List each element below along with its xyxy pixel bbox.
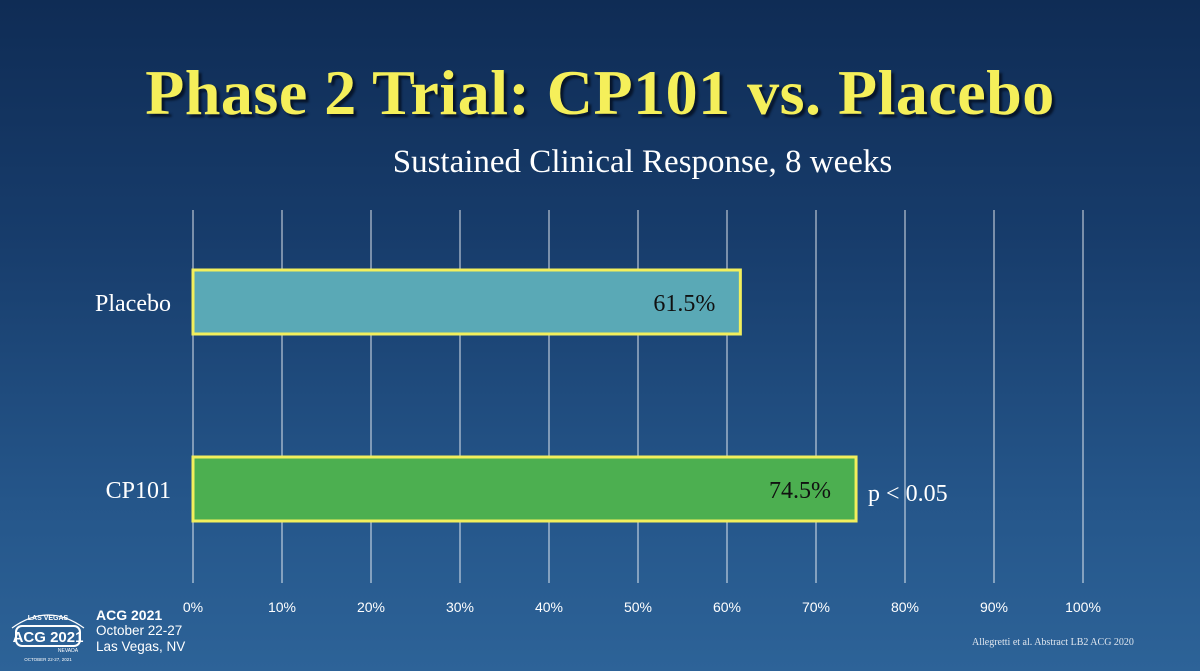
value-label: 61.5% <box>653 291 715 317</box>
event-dates: October 22-27 <box>96 623 183 638</box>
event-name: ACG 2021 <box>96 607 163 623</box>
slide-title: Phase 2 Trial: CP101 vs. Placebo <box>145 57 1055 128</box>
logo-arc <box>11 614 85 629</box>
x-tick-label: 10% <box>268 599 296 615</box>
event-info: ACG 2021 October 22-27 Las Vegas, NV <box>96 607 185 655</box>
x-tick-label: 40% <box>535 599 563 615</box>
event-location: Las Vegas, NV <box>96 639 186 654</box>
value-label: 74.5% <box>769 478 831 504</box>
x-tick-label: 60% <box>713 599 741 615</box>
x-tick-label: 90% <box>980 599 1008 615</box>
x-tick-label: 70% <box>802 599 830 615</box>
acg-2021-logo: LAS VEGAS ACG 2021 NEVADA OCTOBER 22-27,… <box>11 614 85 662</box>
category-label: CP101 <box>106 478 171 504</box>
x-tick-label: 80% <box>891 599 919 615</box>
logo-state-text: NEVADA <box>58 648 79 654</box>
category-label: Placebo <box>95 291 171 317</box>
x-tick-label: 50% <box>624 599 652 615</box>
citation: Allegretti et al. Abstract LB2 ACG 2020 <box>972 637 1134 648</box>
chart-title: Sustained Clinical Response, 8 weeks <box>392 144 893 180</box>
bar-cp101 <box>191 455 858 523</box>
significance-annotation: p < 0.05 <box>868 481 948 507</box>
logo-small-text: OCTOBER 22-27, 2021 <box>24 657 72 662</box>
x-tick-label: 0% <box>183 599 203 615</box>
logo-top-text: LAS VEGAS <box>28 615 69 622</box>
x-tick-label: 100% <box>1065 599 1101 615</box>
x-tick-label: 30% <box>446 599 474 615</box>
logo-text: ACG 2021 <box>13 629 84 646</box>
bar-placebo <box>191 268 742 336</box>
x-tick-label: 20% <box>357 599 385 615</box>
logo-frame <box>15 625 81 647</box>
